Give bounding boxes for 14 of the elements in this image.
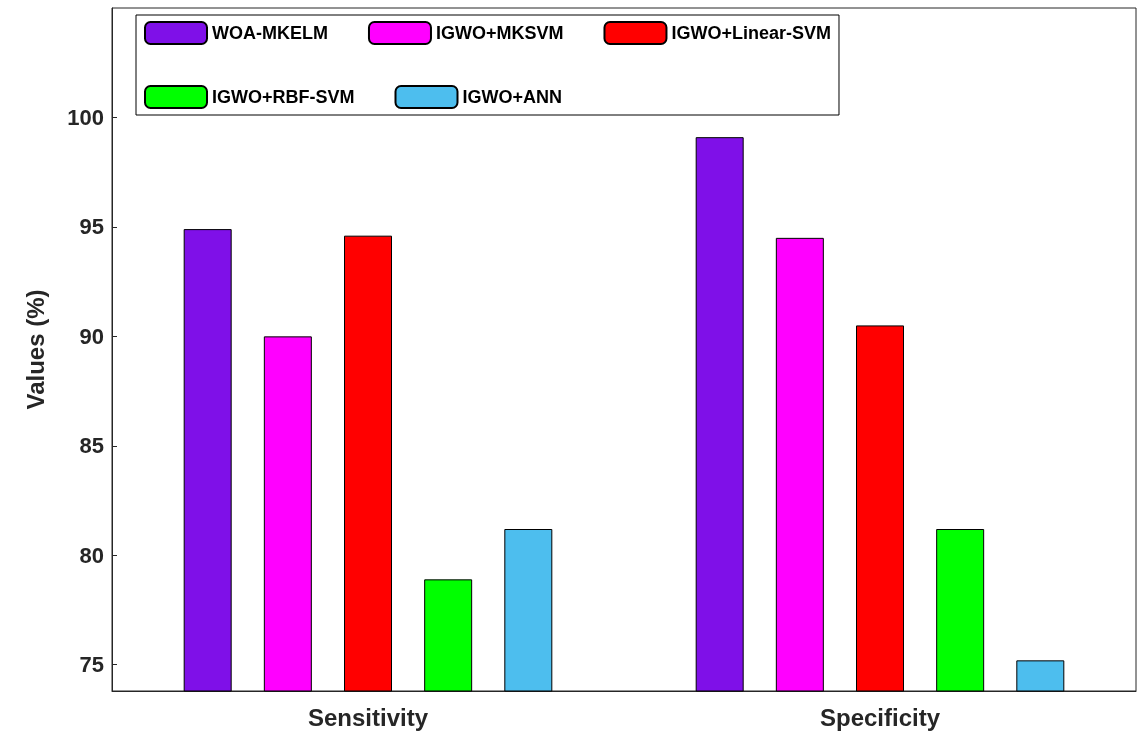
x-tick-label: Specificity: [819, 703, 941, 731]
y-tick-label: 100: [67, 104, 104, 130]
legend-label: IGWO+Linear-SVM: [671, 23, 832, 43]
x-tick-label: Sensitivity: [307, 703, 429, 731]
y-tick-label: 85: [79, 433, 104, 459]
legend-label: IGWO+RBF-SVM: [212, 87, 355, 107]
y-axis-title: Values (%): [21, 289, 49, 410]
y-tick-label: 90: [79, 323, 104, 349]
legend-label: IGWO+MKSVM: [435, 23, 564, 43]
y-tick-label: 75: [79, 652, 104, 678]
y-tick-label: 95: [79, 214, 104, 240]
legend-label: IGWO+ANN: [462, 87, 563, 107]
legend-label: WOA-MKELM: [212, 23, 328, 43]
y-tick-label: 80: [79, 542, 104, 568]
